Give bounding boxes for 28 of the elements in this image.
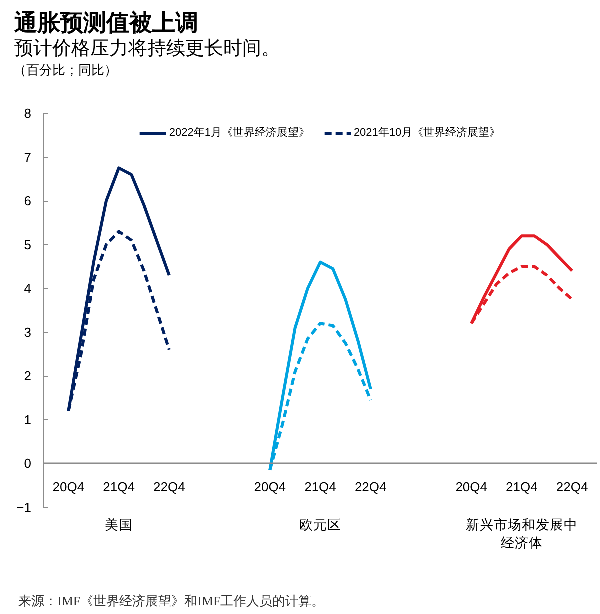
y-tick-label: 2 <box>24 368 32 384</box>
x-tick-label: 21Q4 <box>506 480 538 495</box>
x-tick-label: 22Q4 <box>154 480 186 495</box>
y-tick-label: 5 <box>24 237 32 252</box>
x-tick-label: 21Q4 <box>103 480 135 495</box>
y-tick-label: −1 <box>16 500 32 515</box>
y-tick-label: 3 <box>24 324 32 340</box>
text: 新兴市场和发展中经济体 <box>466 518 578 550</box>
y-tick-label: 4 <box>24 281 32 296</box>
y-tick-label: 8 <box>24 106 32 121</box>
x-tick-label: 22Q4 <box>556 480 588 495</box>
text: 欧元区 <box>300 518 342 532</box>
x-tick-label: 20Q4 <box>52 480 85 495</box>
legend-label: 2021年10月《世界经济展望》 <box>354 126 501 140</box>
y-axis-title: （百分比；同比） <box>14 62 118 78</box>
x-tick-label: 20Q4 <box>456 480 488 495</box>
x-tick-label: 21Q4 <box>304 480 336 495</box>
y-tick-label: 0 <box>24 456 32 472</box>
text: 美国 <box>105 518 134 532</box>
y-tick-label: 6 <box>24 194 32 209</box>
x-tick-label: 20Q4 <box>254 480 286 495</box>
x-tick-label: 22Q4 <box>354 480 387 495</box>
y-tick-label: 1 <box>24 412 32 428</box>
chart-subtitle: 预计价格压力将持续更长时间。 <box>14 38 280 60</box>
legend-label: 2022年1月《世界经济展望》 <box>169 126 310 140</box>
chart-title: 通胀预测值被上调 <box>14 10 198 36</box>
source-note: 来源：IMF《世界经济展望》和IMF工作人员的计算。 <box>18 594 325 608</box>
y-tick-label: 7 <box>24 150 32 165</box>
